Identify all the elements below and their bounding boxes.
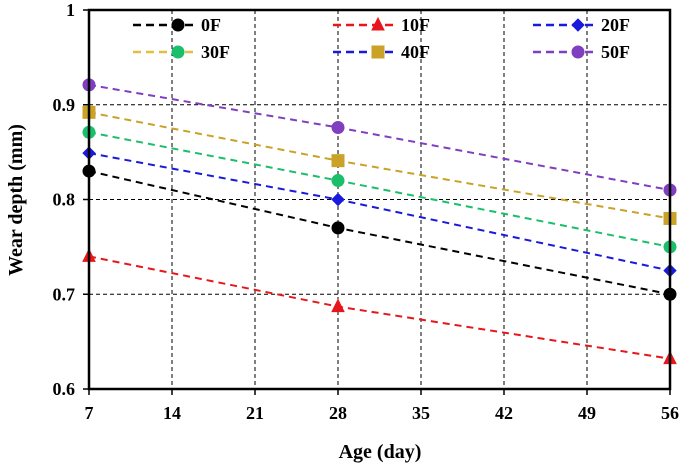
y-tick-label: 1 [66, 0, 75, 20]
x-axis-ticks: 7 14 21 28 35 42 49 56 [85, 389, 679, 423]
data-point-50F [331, 120, 345, 134]
x-tick-label: 49 [578, 403, 596, 423]
y-axis-title: Wear depth (mm) [5, 124, 27, 276]
y-axis-ticks: 0.6 0.7 0.8 0.9 1 [53, 0, 89, 399]
legend-marker [371, 45, 385, 59]
series-line-40F [88, 111, 671, 220]
legend-label: 40F [401, 42, 430, 62]
y-tick-label: 0.6 [53, 379, 76, 399]
series-line-30F [88, 131, 671, 248]
x-tick-label: 28 [329, 403, 347, 423]
legend-marker [371, 16, 385, 31]
series-40F [82, 105, 677, 225]
x-tick-label: 7 [85, 403, 94, 423]
legend-label: 50F [601, 42, 630, 62]
legend-marker [171, 45, 185, 59]
x-tick-label: 35 [412, 403, 430, 423]
x-tick-label: 14 [163, 403, 181, 423]
legend-item-0F: 0F [133, 15, 221, 35]
data-point-40F [331, 154, 345, 168]
y-tick-label: 0.9 [53, 95, 76, 115]
legend-label: 10F [401, 15, 430, 35]
series-line-0F [88, 170, 671, 296]
series-line-10F [88, 255, 671, 360]
legend-marker [171, 18, 185, 32]
legend-item-40F: 40F [333, 42, 430, 62]
x-tick-label: 56 [661, 403, 679, 423]
series-20F [82, 146, 677, 278]
series-line-50F [88, 83, 671, 192]
legend: 0F 10F 20F 30F 40F 50F [133, 15, 630, 62]
x-tick-label: 21 [246, 403, 264, 423]
legend-item-50F: 50F [533, 42, 630, 62]
legend-item-10F: 10F [333, 15, 430, 35]
legend-marker [571, 18, 585, 32]
legend-label: 20F [601, 15, 630, 35]
x-axis-title: Age (day) [339, 441, 422, 463]
data-point-10F [331, 298, 345, 313]
y-tick-label: 0.8 [53, 190, 76, 210]
x-tick-label: 42 [495, 403, 513, 423]
legend-item-20F: 20F [533, 15, 630, 35]
data-point-0F [331, 221, 345, 235]
legend-item-30F: 30F [133, 42, 230, 62]
data-point-20F [331, 192, 345, 207]
y-tick-label: 0.7 [53, 284, 76, 304]
series-0F [82, 164, 677, 301]
legend-marker [571, 45, 585, 59]
data-point-30F [331, 174, 345, 188]
grid-lines [89, 10, 670, 389]
series-line-20F [88, 152, 671, 272]
legend-label: 0F [201, 15, 221, 35]
legend-label: 30F [201, 42, 230, 62]
